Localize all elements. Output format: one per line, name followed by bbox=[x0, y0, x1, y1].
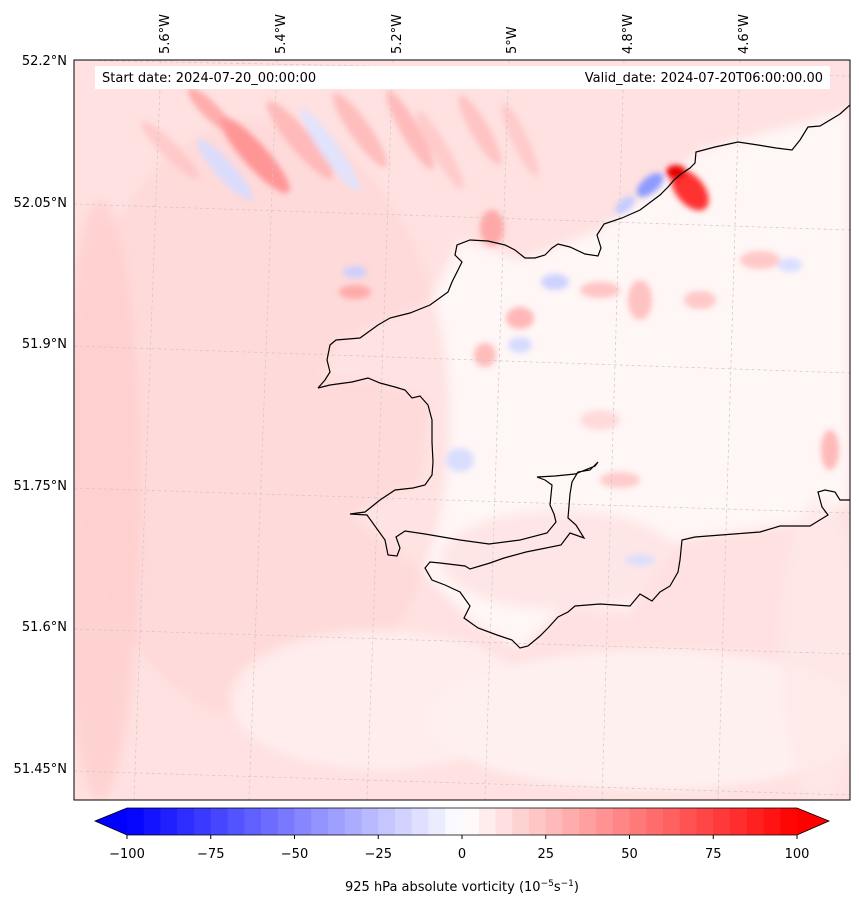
colorbar-segment bbox=[395, 808, 413, 835]
colorbar-tick-label: −25 bbox=[365, 847, 392, 862]
lon-label-5.2w: 5.2°W bbox=[390, 14, 405, 54]
date-header-box bbox=[95, 66, 830, 89]
colorbar-segment bbox=[361, 808, 379, 835]
lon-label-5.4w: 5.4°W bbox=[274, 14, 289, 54]
longitude-labels: 5.6°W 5.4°W 5.2°W 5°W 4.8°W 4.6°W bbox=[158, 14, 752, 54]
colorbar-segments bbox=[127, 808, 798, 835]
colorbar-segment bbox=[763, 808, 781, 835]
colorbar-segment bbox=[713, 808, 731, 835]
vorticity-maximum bbox=[615, 165, 709, 214]
colorbar-segment bbox=[629, 808, 647, 835]
colorbar-segment bbox=[529, 808, 547, 835]
valid-date-label: Valid_date: 2024-07-20T06:00:00.00 bbox=[585, 71, 823, 86]
colorbar-label: 925 hPa absolute vorticity (10−5s−1) bbox=[345, 879, 579, 895]
colorbar-segment bbox=[562, 808, 580, 835]
coastline bbox=[317, 104, 850, 389]
coastline-south bbox=[317, 377, 850, 649]
colorbar-min-extend bbox=[95, 808, 127, 835]
colorbar-tick-label: 75 bbox=[705, 847, 722, 862]
map-panel bbox=[74, 60, 850, 800]
colorbar-segment bbox=[177, 808, 195, 835]
colorbar-segment bbox=[411, 808, 429, 835]
colorbar-segment bbox=[344, 808, 362, 835]
colorbar-segment bbox=[696, 808, 714, 835]
colorbar-segment bbox=[294, 808, 312, 835]
colorbar-tick-label: −100 bbox=[109, 847, 145, 862]
colorbar-segment bbox=[160, 808, 178, 835]
lon-label-4.6w: 4.6°W bbox=[737, 14, 752, 54]
colorbar-segment bbox=[478, 808, 496, 835]
colorbar-tick-label: 25 bbox=[537, 847, 554, 862]
vorticity-bands bbox=[141, 88, 839, 566]
colorbar-tick-label: 50 bbox=[621, 847, 638, 862]
colorbar-segment bbox=[261, 808, 279, 835]
colorbar-segment bbox=[428, 808, 446, 835]
map-frame bbox=[73, 59, 851, 801]
colorbar-segment bbox=[730, 808, 748, 835]
colorbar-tick-label: 0 bbox=[458, 847, 466, 862]
colorbar-segment bbox=[596, 808, 614, 835]
lat-label-51.9n: 51.9°N bbox=[22, 337, 67, 352]
lat-label-51.75n: 51.75°N bbox=[14, 479, 67, 494]
colorbar-tick-label: −75 bbox=[197, 847, 224, 862]
colorbar-segment bbox=[545, 808, 563, 835]
latitude-labels: 52.2°N 52.05°N 51.9°N 51.75°N 51.6°N 51.… bbox=[14, 54, 67, 777]
colorbar-segment bbox=[663, 808, 681, 835]
colorbar-segment bbox=[780, 808, 798, 835]
lat-label-51.6n: 51.6°N bbox=[22, 620, 67, 635]
colorbar-segment bbox=[746, 808, 764, 835]
lon-label-5w: 5°W bbox=[505, 26, 520, 54]
colorbar-tick-label: 100 bbox=[785, 847, 810, 862]
colorbar-segment bbox=[328, 808, 346, 835]
colorbar-segment bbox=[311, 808, 329, 835]
colorbar-segment bbox=[512, 808, 530, 835]
lat-label-51.45n: 51.45°N bbox=[14, 762, 67, 777]
colorbar-max-extend bbox=[797, 808, 829, 835]
lat-label-52.2n: 52.2°N bbox=[22, 54, 67, 69]
colorbar-segment bbox=[378, 808, 396, 835]
colorbar-segment bbox=[445, 808, 463, 835]
colorbar-segment bbox=[679, 808, 697, 835]
colorbar: −100 −75 −50 −25 0 25 50 75 100 925 hPa absolute… bbox=[93, 807, 831, 895]
colorbar-segment bbox=[495, 808, 513, 835]
colorbar-tick-label: −50 bbox=[281, 847, 308, 862]
colorbar-segment bbox=[194, 808, 212, 835]
colorbar-segment bbox=[462, 808, 480, 835]
colorbar-segment bbox=[227, 808, 245, 835]
lon-label-5.6w: 5.6°W bbox=[158, 14, 173, 54]
colorbar-segment bbox=[612, 808, 630, 835]
colorbar-segment bbox=[210, 808, 228, 835]
start-date-label: Start date: 2024-07-20_00:00:00 bbox=[102, 71, 316, 86]
colorbar-segment bbox=[646, 808, 664, 835]
colorbar-segment bbox=[277, 808, 295, 835]
colorbar-segment bbox=[579, 808, 597, 835]
colorbar-segment bbox=[143, 808, 161, 835]
lon-label-4.8w: 4.8°W bbox=[621, 14, 636, 54]
colorbar-ticks: −100 −75 −50 −25 0 25 50 75 100 bbox=[109, 835, 809, 862]
colorbar-segment bbox=[127, 808, 145, 835]
colorbar-segment bbox=[244, 808, 262, 835]
lat-label-52.05n: 52.05°N bbox=[14, 196, 67, 211]
